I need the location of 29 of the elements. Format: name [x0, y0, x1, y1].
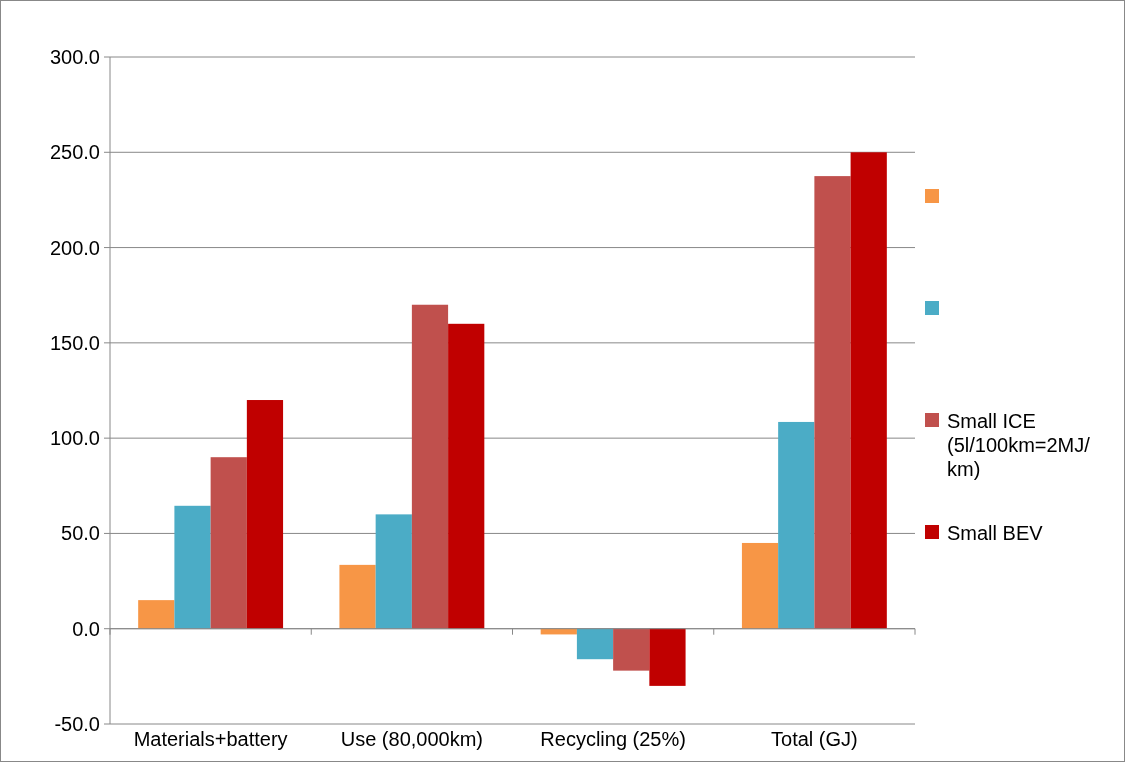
bar	[613, 628, 650, 671]
y-tick-label: 250.0	[49, 141, 100, 164]
bar	[411, 304, 449, 629]
x-tick-label: Use (80,000km)	[340, 728, 484, 750]
y-tick-label: 200.0	[49, 236, 100, 259]
bar	[174, 505, 211, 629]
legend-label: Small ICE (5l/100km=2MJ/km)	[947, 410, 1091, 480]
y-tick-label: 100.0	[49, 427, 100, 450]
x-tick-label: Recycling (25%)	[540, 728, 686, 750]
bar	[375, 514, 412, 629]
bar	[778, 421, 815, 629]
y-tick-label: 300.0	[49, 46, 100, 68]
legend-label: Small BEV	[947, 522, 1044, 544]
x-tick-label: Materials+battery	[133, 728, 288, 750]
bar	[138, 600, 175, 629]
y-tick-label: 50.0	[61, 522, 100, 545]
bar	[814, 176, 851, 629]
bar	[649, 628, 686, 686]
bar	[576, 628, 614, 660]
x-tick-label: Total (GJ)	[771, 728, 858, 750]
bar	[448, 323, 485, 629]
y-tick-label: -50.0	[54, 713, 100, 735]
y-tick-label: 150.0	[49, 331, 100, 354]
bar	[246, 400, 284, 629]
bar	[741, 542, 779, 629]
bar	[850, 152, 887, 629]
bar	[339, 564, 376, 629]
bar	[210, 457, 247, 629]
y-tick-label: 0.0	[72, 617, 100, 640]
